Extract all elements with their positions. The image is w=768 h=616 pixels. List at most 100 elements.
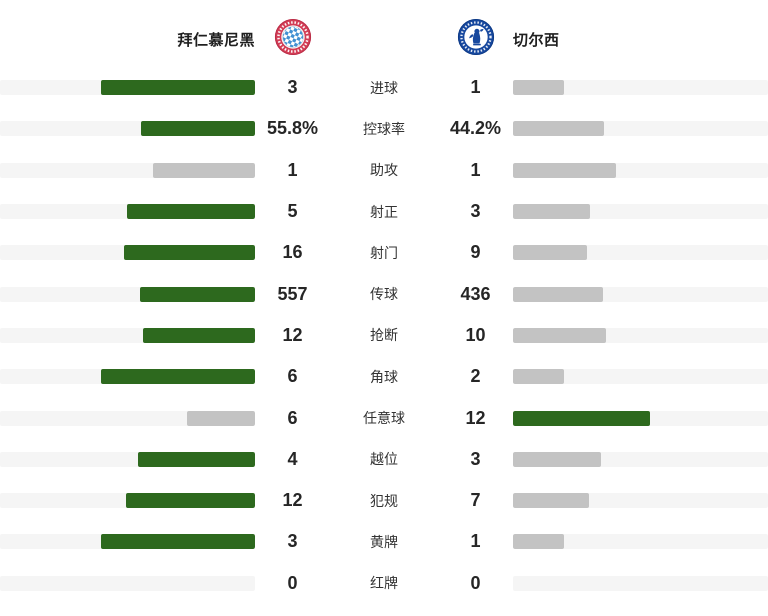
away-stat-value: 9 [470,242,481,263]
home-stat-value: 5 [287,201,298,222]
home-team-logo-cell [255,18,330,61]
away-stat-bar-track [513,493,768,509]
home-stat-bar-track [0,286,255,302]
away-stat-value: 3 [470,448,481,469]
home-stat-value: 4 [287,448,298,469]
away-stat-bar [513,534,565,550]
home-stat-bar-track [0,534,255,550]
home-stat-bar [126,204,255,220]
away-stat-bar-track [513,451,768,467]
away-stat-value: 44.2% [449,118,502,139]
away-team-logo-cell [438,18,513,61]
home-stat-bar-track [0,327,255,343]
home-stat-value: 1 [287,159,298,180]
stat-label: 助攻 [370,162,398,179]
home-stat-bar [143,327,255,343]
away-stat-bar-track [513,80,768,96]
away-stat-bar [513,286,603,302]
stat-label: 越位 [370,451,398,468]
away-stat-value: 436 [460,283,491,304]
home-stat-value: 3 [287,77,298,98]
home-stat-bar [140,286,255,302]
home-stat-value: 12 [282,490,303,511]
stat-row: 0 红牌 0 [0,563,768,604]
away-stat-value: 3 [470,201,481,222]
home-stat-bar [125,493,255,509]
home-team-name: 拜仁慕尼黑 [177,32,255,49]
home-stat-value: 6 [287,366,298,387]
away-stat-value: 1 [470,159,481,180]
home-stat-bar-track [0,369,255,385]
stat-row: 4 越位 3 [0,439,768,480]
away-stat-bar-track [513,534,768,550]
home-stat-bar-track [0,493,255,509]
stat-label: 传球 [370,286,398,303]
home-stat-bar [101,369,255,385]
home-stat-value: 6 [287,407,298,428]
away-stat-bar-track [513,410,768,426]
stat-label: 红牌 [370,575,398,592]
away-stat-bar [513,451,601,467]
away-stat-bar [513,410,650,426]
home-stat-bar [186,410,255,426]
stat-row: 12 抢断 10 [0,315,768,356]
stat-label: 射门 [370,244,398,261]
stat-row: 6 任意球 12 [0,397,768,438]
away-stat-value: 1 [470,531,481,552]
stat-label: 黄牌 [370,533,398,550]
away-stat-bar-track [513,162,768,178]
stat-row: 1 助攻 1 [0,150,768,191]
away-stat-bar [513,162,616,178]
chelsea-crest-icon [457,18,495,61]
match-header: 拜仁慕尼黑 [0,0,768,67]
away-stat-bar [513,245,587,261]
home-stat-bar-track [0,410,255,426]
home-stat-bar [101,534,255,550]
away-stat-bar-track [513,327,768,343]
home-stat-bar [137,451,255,467]
home-stat-bar-track [0,204,255,220]
home-stat-bar [152,162,255,178]
away-stat-bar-track [513,204,768,220]
bayern-munich-crest-icon [274,18,312,61]
home-stat-value: 12 [282,324,303,345]
home-stat-bar-track [0,245,255,261]
stat-row: 3 进球 1 [0,67,768,108]
home-stat-bar [123,245,255,261]
home-stat-bar-track [0,162,255,178]
away-stat-value: 10 [465,324,486,345]
home-stat-bar [140,121,255,137]
home-stat-bar-track [0,451,255,467]
stat-label: 射正 [370,203,398,220]
away-stat-value: 0 [470,572,481,593]
home-stat-bar-track [0,121,255,137]
home-stat-value: 3 [287,531,298,552]
away-stat-bar [513,204,590,220]
away-team-name: 切尔西 [513,32,560,49]
stat-label: 进球 [370,79,398,96]
stat-row: 3 黄牌 1 [0,521,768,562]
home-stat-value: 55.8% [266,118,319,139]
stat-label: 角球 [370,368,398,385]
away-stat-bar-track [513,245,768,261]
stat-row: 55.8% 控球率 44.2% [0,108,768,149]
stat-label: 犯规 [370,492,398,509]
away-stat-value: 1 [470,77,481,98]
stats-list: 3 进球 1 55.8% 控球率 44.2% 1 助攻 1 5 射正 [0,67,768,604]
away-stat-value: 2 [470,366,481,387]
home-stat-bar-track [0,575,255,591]
stat-row: 6 角球 2 [0,356,768,397]
stat-row: 557 传球 436 [0,273,768,314]
stat-row: 16 射门 9 [0,232,768,273]
home-stat-bar [101,80,255,96]
home-stat-value: 0 [287,572,298,593]
away-stat-bar [513,121,604,137]
home-stat-value: 557 [277,283,308,304]
away-stat-bar [513,493,589,509]
home-stat-value: 16 [282,242,303,263]
stat-row: 5 射正 3 [0,191,768,232]
stat-label: 控球率 [363,120,405,137]
away-stat-bar-track [513,286,768,302]
away-stat-bar [513,327,607,343]
